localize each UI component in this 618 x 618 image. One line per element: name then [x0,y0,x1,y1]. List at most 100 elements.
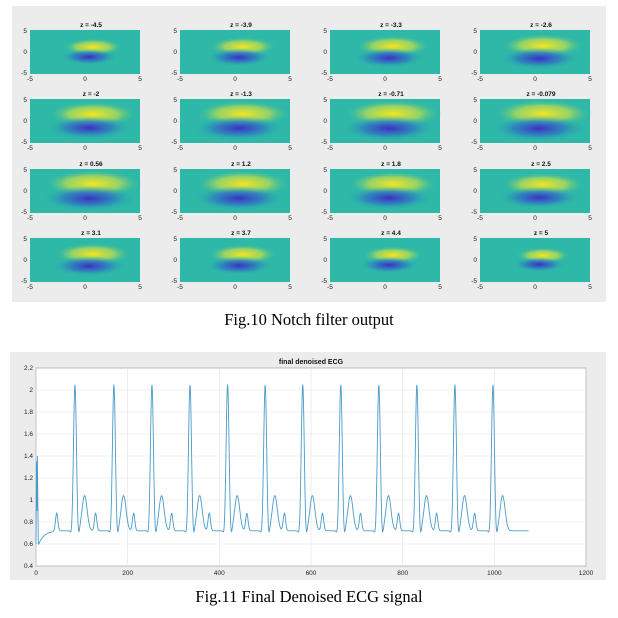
panel-title: z = -3.3 [380,22,402,29]
negative-lobe [498,186,580,209]
x-tick-label: -5 [177,284,183,291]
y-tick-label: -5 [471,209,477,216]
panel-title: z = 3.7 [231,230,251,237]
contour-panel: z = 0.56 -5 0 5 5 0 -5 [21,161,143,222]
x-tick-label: -5 [477,145,483,152]
x-tick-label: 5 [288,76,292,83]
y-tick-label: 0 [173,188,177,195]
ecg-chart: 0 200 400 600 800 1000 1200 0.4 0.6 0.8 1 1.2 1.4 1.6… [24,359,594,577]
negative-lobe [60,48,118,65]
x-tick-label: 5 [438,145,442,152]
y-tick-label: 2.2 [24,365,33,372]
negative-lobe [353,48,425,68]
x-tick-label: -5 [27,284,33,291]
y-tick-label: 5 [323,167,327,174]
contour-panel: z = -3.3 -5 0 5 5 0 -5 [321,22,442,83]
x-tick-label: 0 [83,145,87,152]
panel-title: z = -4.5 [80,22,102,29]
panel-title: z = 5 [534,230,549,237]
x-tick-label: 0 [533,284,537,291]
figure10-caption: Fig.10 Notch filter output [224,310,394,329]
y-tick-label: 5 [173,236,177,243]
x-tick-label: 5 [138,76,142,83]
x-tick-label: 5 [288,215,292,222]
y-tick-label: -5 [21,70,27,77]
x-tick-label: -5 [177,145,183,152]
negative-lobe [342,115,436,141]
ecg-signal-line [35,384,529,545]
contour-panel: z = 5 -5 0 5 5 0 -5 [471,230,592,291]
notch-filter-panels: z = -4.5 -5 0 5 5 0 -5 z = -3.9 -5 0 5 5 0 -5 z = -3.3… [21,22,593,291]
x-tick-label: 5 [438,284,442,291]
panel-title: z = -0.079 [526,91,555,98]
x-tick-label: 0 [83,215,87,222]
x-tick-label: -5 [27,145,33,152]
y-tick-label: 0 [173,257,177,264]
y-tick-label: 5 [323,236,327,243]
x-tick-label: 400 [214,570,225,577]
y-tick-label: 0 [323,257,327,264]
y-tick-label: 5 [323,97,327,104]
contour-panel: z = 3.7 -5 0 5 5 0 -5 [171,230,292,291]
x-tick-label: 5 [138,215,142,222]
y-tick-label: 0 [23,188,27,195]
y-tick-label: 5 [473,97,477,104]
y-tick-label: 1.6 [24,431,33,438]
x-tick-label: 0 [233,215,237,222]
x-tick-label: 200 [122,570,133,577]
x-tick-label: -5 [477,215,483,222]
y-tick-label: 1 [29,497,33,504]
x-tick-label: -5 [27,215,33,222]
y-tick-label: 0 [323,188,327,195]
y-tick-label: 0 [23,257,27,264]
y-tick-label: 5 [323,28,327,35]
x-tick-label: 0 [34,570,38,577]
contour-panel: z = 3.1 -5 0 5 5 0 -5 [21,230,142,291]
y-tick-label: 0 [473,118,477,125]
x-tick-label: 0 [83,284,87,291]
panel-title: z = 2.5 [531,161,551,168]
y-tick-label: -5 [471,278,477,285]
y-tick-label: 1.2 [24,475,33,482]
negative-lobe [193,116,285,141]
x-tick-label: -5 [327,284,333,291]
y-tick-label: 5 [473,28,477,35]
contour-panel: z = -4.5 -5 0 5 5 0 -5 [21,22,142,83]
y-tick-label: -5 [171,209,177,216]
contour-panel: z = 1.2 -5 0 5 5 0 -5 [171,161,292,222]
panel-title: z = 1.2 [231,161,251,168]
y-tick-label: 5 [23,28,27,35]
x-tick-label: 0 [533,76,537,83]
y-tick-label: 0 [23,49,27,56]
contour-panel: z = -3.9 -5 0 5 5 0 -5 [171,22,292,83]
y-tick-label: 5 [473,236,477,243]
x-tick-label: 0 [83,76,87,83]
panel-title: z = -2.6 [530,22,552,29]
y-tick-label: -5 [21,139,27,146]
y-tick-label: 0 [473,188,477,195]
contour-panel: z = -2 -5 0 5 5 0 -5 [21,91,142,152]
y-tick-label: 0 [323,49,327,56]
y-tick-label: -5 [171,278,177,285]
y-tick-label: 5 [23,97,27,104]
y-tick-label: 5 [473,167,477,174]
x-tick-label: 600 [306,570,317,577]
contour-panel: z = 1.8 -5 0 5 5 0 -5 [321,161,442,222]
contour-panel: z = -1.3 -5 0 5 5 0 -5 [171,91,292,152]
x-tick-label: -5 [327,145,333,152]
negative-lobe [46,116,132,140]
y-tick-label: 5 [173,167,177,174]
x-tick-label: 0 [383,145,387,152]
panel-title: z = 0.56 [79,161,103,168]
y-tick-label: 2 [29,387,33,394]
chart-title: final denoised ECG [279,359,344,366]
negative-lobe [193,186,285,211]
y-tick-label: 1.4 [24,453,33,460]
negative-lobe [205,256,273,275]
y-tick-label: 1.8 [24,409,33,416]
x-tick-label: 5 [138,284,142,291]
x-tick-label: 1200 [579,570,594,577]
x-tick-label: -5 [477,284,483,291]
x-tick-label: 0 [233,145,237,152]
x-tick-label: 0 [233,76,237,83]
